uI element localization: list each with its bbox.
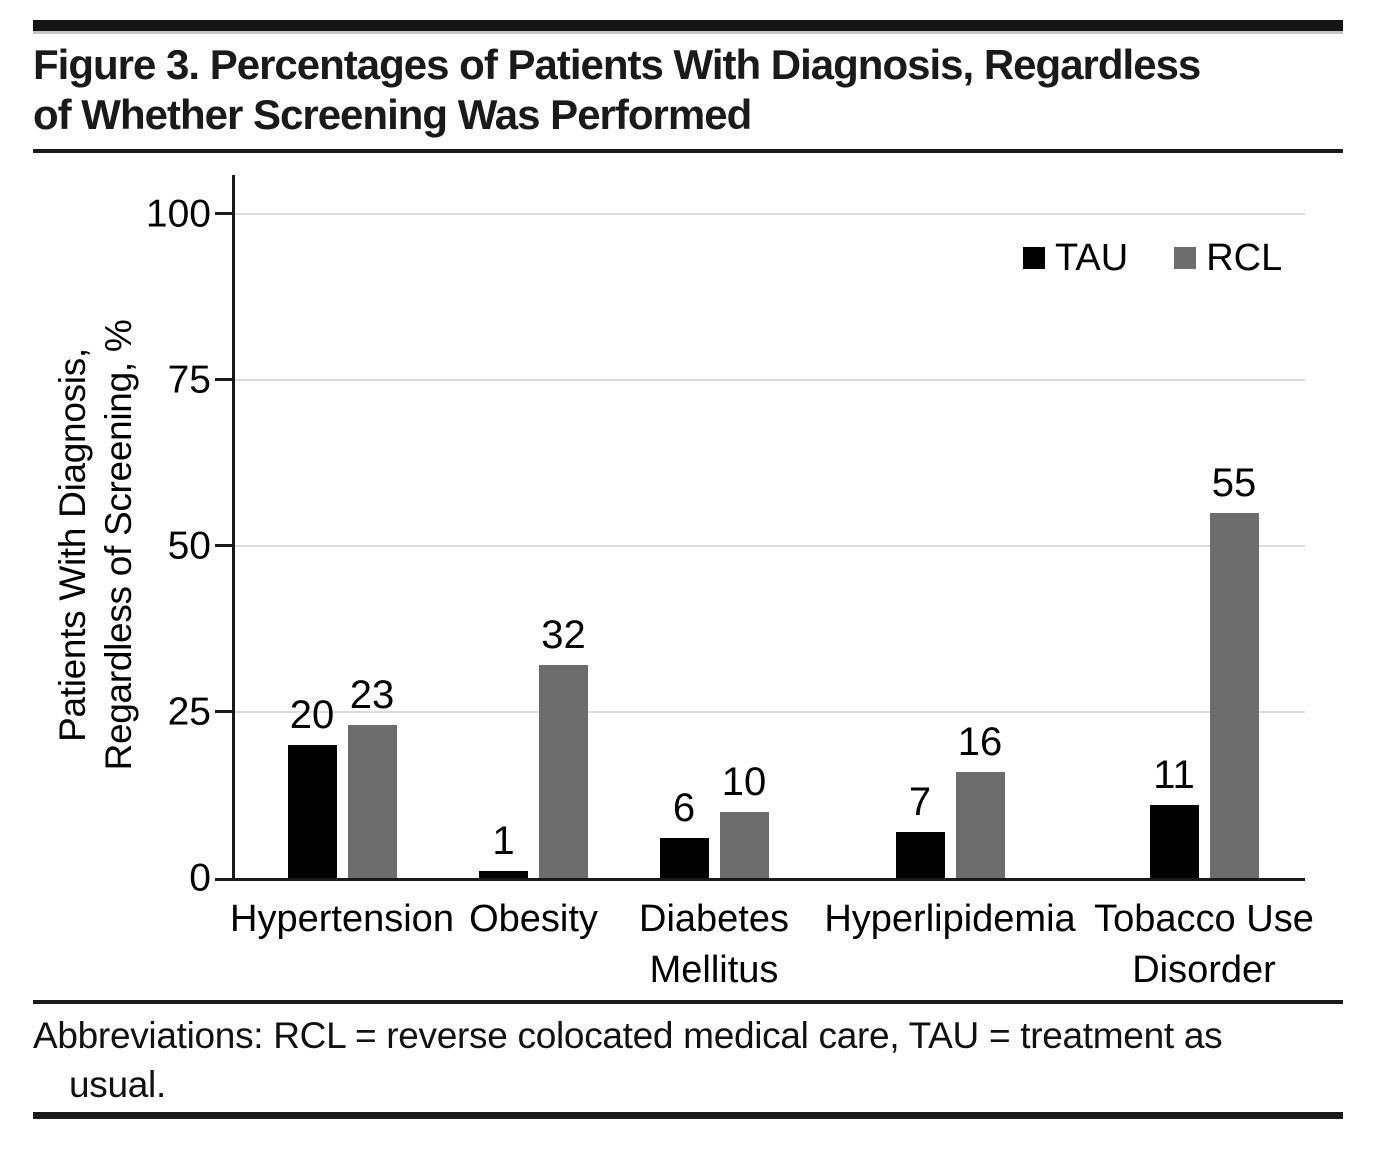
x-label-line: Tobacco Use [1094,898,1314,940]
abbreviations-note: Abbreviations: RCL = reverse colocated m… [33,1011,1353,1109]
value-label-tau-hypertension: 20 [289,693,335,738]
footer-rule-bottom [33,1112,1343,1119]
x-label-hypertension: Hypertension [182,894,502,945]
x-label-line: Disorder [1132,949,1276,991]
x-label-tobacco-use-disorder: Tobacco Use Disorder [1044,894,1364,996]
top-rule [33,20,1343,31]
value-label-rcl-tobacco-use-disorder: 55 [1211,460,1257,505]
legend-label-rcl: RCL [1206,237,1283,279]
x-label-obesity: Obesity [374,894,694,945]
abbreviations-line-1: Abbreviations: RCL = reverse colocated m… [33,1015,1223,1056]
value-label-rcl-hyperlipidemia: 16 [957,719,1003,764]
footer-rule-top [33,1000,1343,1004]
legend-swatch-rcl [1174,247,1197,269]
y-tick-label-75: 75 [167,358,211,402]
bar-tau-hypertension [287,745,337,878]
bar-tau-diabetes-mellitus [659,838,709,878]
value-label-tau-tobacco-use-disorder: 11 [1153,752,1195,797]
bar-rcl-diabetes-mellitus [719,811,769,878]
legend-swatch-tau [1023,247,1045,269]
y-tick-label-100: 100 [145,192,211,235]
x-label-line: Mellitus [649,949,779,991]
bar-rcl-obesity [539,665,588,878]
y-axis-line [232,175,235,881]
abbreviations-line-2: usual. [69,1064,166,1105]
y-tick-50 [215,544,232,548]
value-label-rcl-diabetes-mellitus: 10 [721,759,767,804]
bar-rcl-hyperlipidemia [955,771,1005,878]
gridline-75 [235,378,1305,381]
value-label-rcl-obesity: 32 [541,613,586,658]
legend: TAU RCL [1023,239,1282,277]
value-label-tau-hyperlipidemia: 7 [908,779,932,824]
plot-area: TAU RCL 0 25 50 75 100 20 1 6 7 11 23 32 10 16 55 Hypert… [146,175,1314,991]
value-label-tau-obesity: 1 [492,819,515,864]
figure-title-line-2: of Whether Screening Was Performed [33,91,752,138]
x-label-diabetes-mellitus: Diabetes Mellitus [554,894,874,996]
gridline-100 [235,212,1305,215]
x-label-line: Hypertension [230,898,454,940]
x-label-line: Obesity [469,898,598,940]
bar-tau-hyperlipidemia [895,831,945,878]
figure-title-line-1: Figure 3. Percentages of Patients With D… [33,41,1201,88]
x-label-hyperlipidemia: Hyperlipidemia [790,894,1110,945]
gridline-50 [235,544,1305,547]
bar-tau-obesity [479,871,528,878]
top-rule-shadow [33,31,1343,34]
bar-rcl-hypertension [347,725,397,878]
legend-item-tau: TAU [1023,239,1128,277]
y-axis-title-line-1: Patients With Diagnosis, [52,348,93,742]
y-tick-label-50: 50 [167,524,211,568]
y-tick-100 [215,212,232,215]
x-axis-line [215,878,1305,881]
bar-rcl-tobacco-use-disorder [1209,512,1259,878]
y-tick-25 [215,710,232,714]
figure-title: Figure 3. Percentages of Patients With D… [33,40,1363,140]
title-rule [33,149,1343,153]
value-label-tau-diabetes-mellitus: 6 [672,786,696,831]
gridline-25 [235,710,1305,713]
y-tick-75 [215,378,232,382]
x-label-line: Hyperlipidemia [824,898,1076,940]
legend-label-tau: TAU [1055,237,1129,279]
y-tick-label-25: 25 [167,690,211,734]
x-label-line: Diabetes [639,898,789,940]
legend-item-rcl: RCL [1174,239,1282,277]
value-label-rcl-hypertension: 23 [349,673,395,718]
y-tick-label-0: 0 [189,856,211,900]
bar-tau-tobacco-use-disorder [1149,804,1199,878]
